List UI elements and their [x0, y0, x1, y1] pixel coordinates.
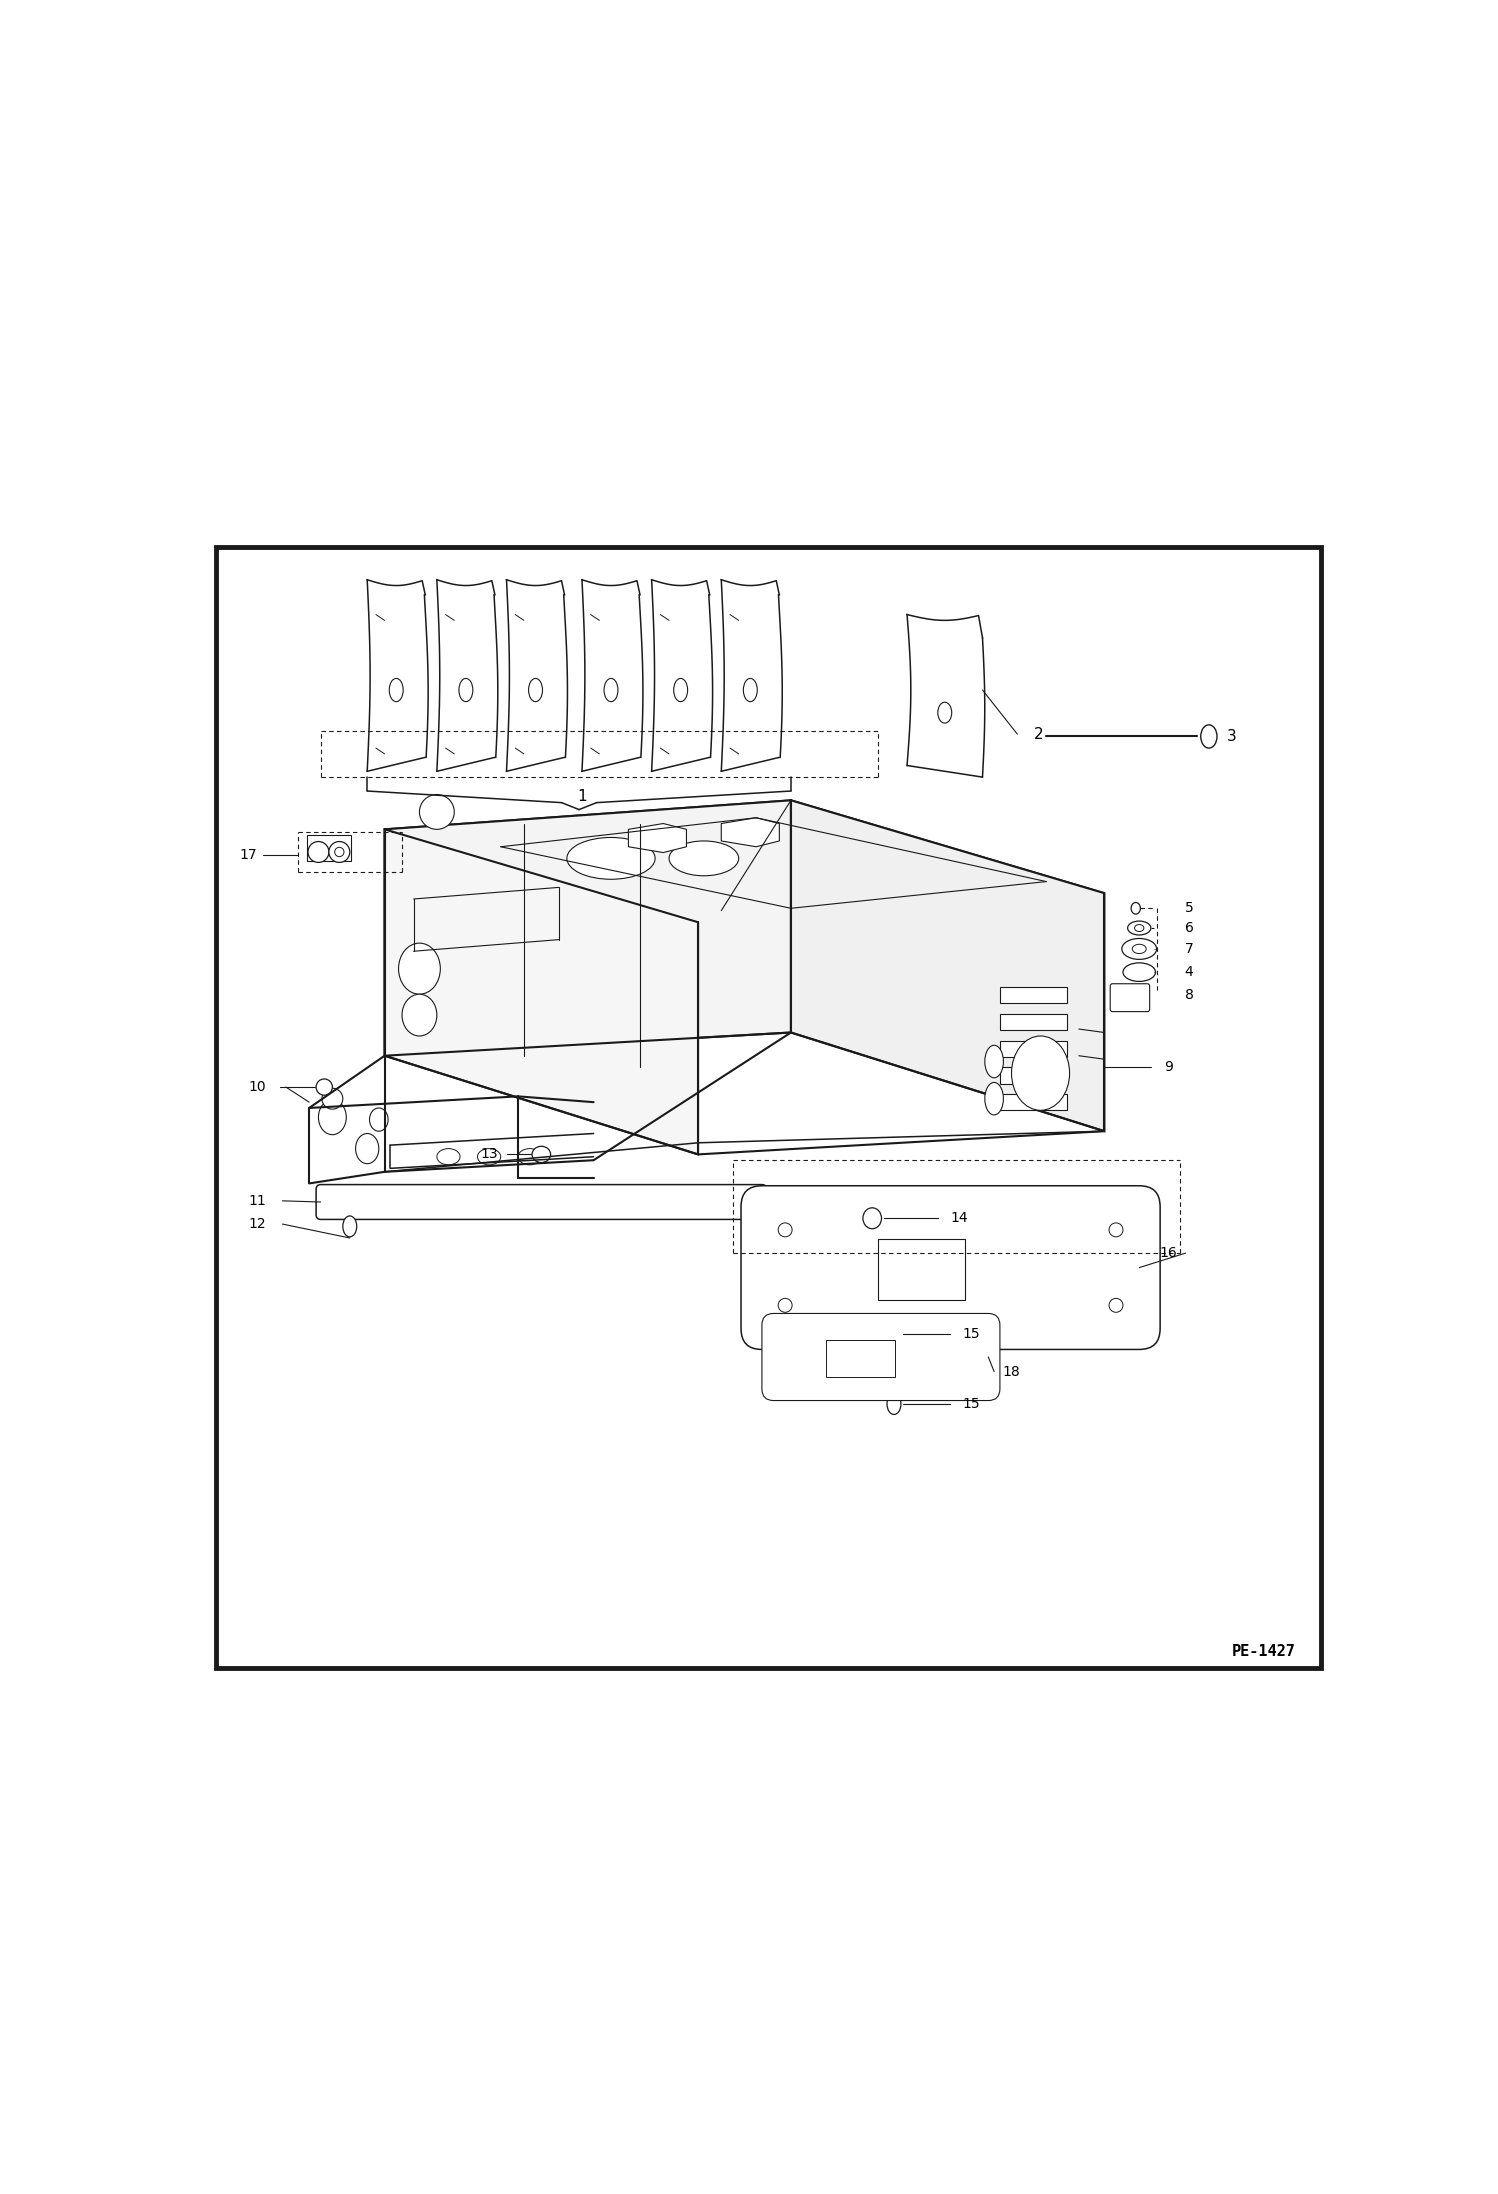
Ellipse shape: [458, 678, 473, 702]
Ellipse shape: [529, 678, 542, 702]
Text: 16: 16: [1159, 1246, 1177, 1259]
Ellipse shape: [1128, 921, 1150, 935]
Ellipse shape: [334, 847, 345, 856]
FancyBboxPatch shape: [742, 1185, 1159, 1349]
FancyBboxPatch shape: [762, 1314, 1001, 1400]
FancyBboxPatch shape: [316, 1185, 767, 1220]
Bar: [1001, 1066, 1067, 1084]
Ellipse shape: [1124, 963, 1155, 981]
Polygon shape: [385, 801, 1104, 921]
Ellipse shape: [322, 1088, 343, 1110]
Ellipse shape: [1132, 943, 1146, 954]
Bar: [1001, 1014, 1067, 1031]
Bar: [1001, 1095, 1067, 1110]
Ellipse shape: [566, 838, 655, 880]
Ellipse shape: [984, 1044, 1004, 1077]
Polygon shape: [722, 818, 779, 847]
Ellipse shape: [743, 678, 758, 702]
Ellipse shape: [670, 840, 739, 875]
Ellipse shape: [984, 1082, 1004, 1115]
Ellipse shape: [1122, 939, 1156, 959]
Ellipse shape: [887, 1393, 900, 1415]
Ellipse shape: [309, 842, 330, 862]
Ellipse shape: [478, 1150, 500, 1165]
Ellipse shape: [389, 678, 403, 702]
Ellipse shape: [938, 702, 951, 724]
Ellipse shape: [1109, 1299, 1124, 1312]
Ellipse shape: [1011, 1036, 1070, 1110]
Text: 7: 7: [1185, 941, 1194, 957]
Ellipse shape: [1131, 902, 1140, 915]
Text: 9: 9: [1164, 1060, 1173, 1075]
Text: 12: 12: [249, 1218, 265, 1231]
FancyBboxPatch shape: [1110, 983, 1149, 1011]
Bar: [1001, 1040, 1067, 1058]
Ellipse shape: [437, 1150, 460, 1165]
Text: 17: 17: [240, 847, 258, 862]
Text: 13: 13: [481, 1147, 497, 1161]
Ellipse shape: [398, 943, 440, 994]
Text: 18: 18: [1002, 1365, 1020, 1378]
Text: 8: 8: [1185, 987, 1194, 1003]
Ellipse shape: [1109, 1222, 1124, 1237]
Ellipse shape: [532, 1145, 551, 1163]
Ellipse shape: [370, 1108, 388, 1132]
Bar: [825, 1341, 896, 1378]
Ellipse shape: [1201, 724, 1216, 748]
Ellipse shape: [419, 794, 454, 829]
Text: 14: 14: [950, 1211, 968, 1224]
Ellipse shape: [887, 1323, 900, 1345]
Ellipse shape: [319, 1099, 346, 1134]
Text: 6: 6: [1185, 921, 1194, 935]
Ellipse shape: [1134, 924, 1144, 932]
Text: 15: 15: [962, 1398, 980, 1411]
Ellipse shape: [330, 842, 351, 862]
Ellipse shape: [777, 1299, 792, 1312]
Text: 5: 5: [1185, 902, 1194, 915]
Text: 10: 10: [249, 1079, 265, 1095]
Ellipse shape: [355, 1134, 379, 1163]
Ellipse shape: [777, 1222, 792, 1237]
Bar: [1001, 987, 1067, 1003]
Text: 11: 11: [249, 1194, 265, 1209]
Ellipse shape: [863, 1209, 881, 1229]
Text: 3: 3: [1227, 728, 1237, 744]
Polygon shape: [385, 829, 698, 1154]
Polygon shape: [385, 801, 791, 1055]
Ellipse shape: [343, 1215, 357, 1237]
Text: 2: 2: [1034, 726, 1043, 742]
Text: 4: 4: [1185, 965, 1194, 979]
Polygon shape: [629, 823, 686, 853]
Ellipse shape: [604, 678, 619, 702]
Polygon shape: [791, 801, 1104, 1132]
Text: PE-1427: PE-1427: [1231, 1646, 1296, 1659]
Ellipse shape: [674, 678, 688, 702]
Ellipse shape: [316, 1079, 333, 1095]
Text: 1: 1: [577, 790, 587, 805]
Bar: [878, 1240, 965, 1299]
Text: 15: 15: [962, 1327, 980, 1341]
Bar: [307, 836, 351, 860]
Ellipse shape: [518, 1150, 541, 1165]
Ellipse shape: [401, 994, 437, 1036]
